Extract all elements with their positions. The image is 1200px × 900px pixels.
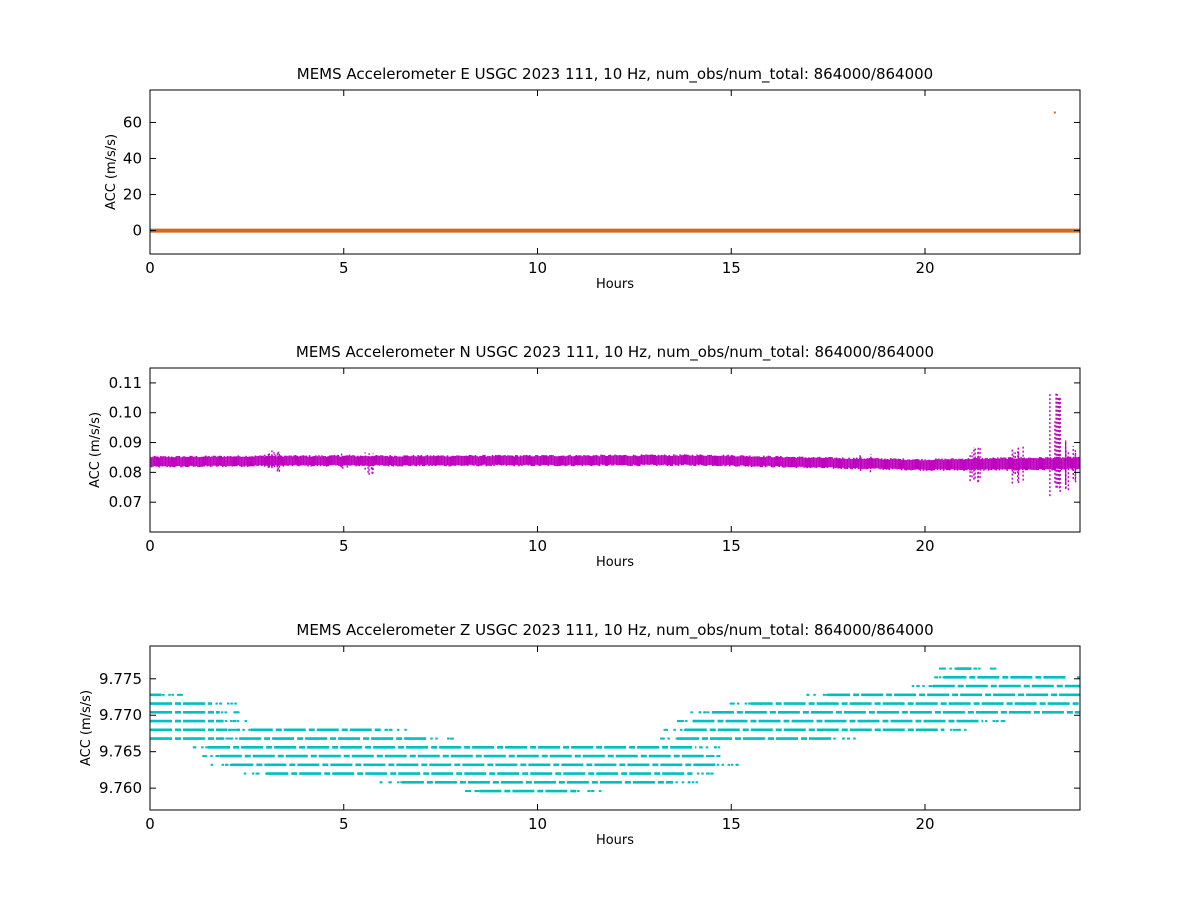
x-tick-label: 10 <box>528 259 547 277</box>
level-band-19 <box>806 693 1080 697</box>
level-band-22 <box>938 667 997 670</box>
x-axis-label: Hours <box>596 833 634 848</box>
plot-area <box>150 667 1080 793</box>
chart-title: MEMS Accelerometer E USGC 2023 111, 10 H… <box>297 65 933 84</box>
level-band-13 <box>464 789 602 793</box>
level-band-20 <box>911 684 1080 688</box>
x-tick-label: 5 <box>339 815 349 833</box>
chart-title: MEMS Accelerometer Z USGC 2023 111, 10 H… <box>296 621 933 640</box>
chart-title: MEMS Accelerometer N USGC 2023 111, 10 H… <box>296 343 934 362</box>
chart-panel-2: 0 5 10 15 20 0.07 0.08 0.09 0.10 0.11 MEMS Acceler… <box>88 343 1081 570</box>
y-tick-label: 20 <box>123 186 142 204</box>
x-tick-label: 5 <box>339 259 349 277</box>
x-tick-label: 0 <box>145 537 155 555</box>
x-tick-label: 5 <box>339 537 349 555</box>
axes-frame <box>149 645 1081 811</box>
spike-cluster-4 <box>859 454 873 473</box>
spike-cluster-6 <box>1011 445 1024 484</box>
data-envelope <box>150 454 1080 471</box>
y-tick-label: 9.760 <box>99 779 142 797</box>
spike-cluster-5 <box>969 445 981 483</box>
level-band-10 <box>228 728 407 732</box>
plot-area <box>150 111 1080 233</box>
level-band-0 <box>150 737 245 740</box>
y-tick-label: 0.10 <box>109 404 142 422</box>
y-tick-label: 0 <box>132 222 142 240</box>
plot-area <box>150 392 1080 497</box>
x-tick-label: 15 <box>722 815 741 833</box>
y-tick-label: 9.765 <box>99 743 142 761</box>
y-tick-label: 40 <box>123 149 142 167</box>
level-band-5 <box>150 693 183 697</box>
y-tick-label: 60 <box>123 113 142 131</box>
x-tick-label: 20 <box>915 537 934 555</box>
x-tick-label: 10 <box>528 815 547 833</box>
level-band-6 <box>192 746 721 749</box>
y-tick-label: 0.11 <box>109 374 142 392</box>
y-axis-label: ACC (m/s/s) <box>88 412 103 488</box>
chart-panel-1: 0 5 10 15 20 0 20 40 60 MEMS Accelerometer E USGC… <box>104 65 1081 292</box>
y-axis-label: ACC (m/s/s) <box>104 134 119 210</box>
x-tick-label: 0 <box>145 259 155 277</box>
spike-cluster-7 <box>1049 392 1061 497</box>
x-axis-label: Hours <box>596 277 634 292</box>
y-tick-label: 0.08 <box>109 463 142 481</box>
outlier-point-0 <box>1053 111 1056 114</box>
y-tick-label: 0.09 <box>109 434 142 452</box>
x-axis-label: Hours <box>596 555 634 570</box>
spike-cluster-1 <box>271 450 281 472</box>
chart-panel-3: 0 5 10 15 20 9.760 9.765 9.770 9.775 MEMS Acceler… <box>79 621 1081 848</box>
x-tick-label: 10 <box>528 537 547 555</box>
x-tick-label: 15 <box>722 259 741 277</box>
level-band-16 <box>676 719 1006 723</box>
level-band-8 <box>210 763 739 767</box>
y-tick-label: 9.775 <box>99 670 142 688</box>
level-band-14 <box>660 737 856 740</box>
level-band-7 <box>202 754 721 758</box>
y-tick-label: 9.770 <box>99 706 142 724</box>
level-band-2 <box>150 719 248 723</box>
x-tick-label: 20 <box>915 259 934 277</box>
spike-cluster-3 <box>364 452 374 475</box>
y-tick-label: 0.07 <box>109 493 142 511</box>
x-tick-label: 20 <box>915 815 934 833</box>
x-tick-label: 0 <box>145 815 155 833</box>
level-band-3 <box>150 711 240 714</box>
x-tick-label: 15 <box>722 537 741 555</box>
level-band-4 <box>150 702 237 705</box>
level-band-11 <box>243 772 714 775</box>
axes-frame <box>149 89 1081 255</box>
level-band-9 <box>215 737 454 740</box>
y-axis-label: ACC (m/s/s) <box>79 690 94 766</box>
axes-frame <box>149 367 1081 533</box>
level-band-12 <box>379 781 699 784</box>
level-band-18 <box>729 702 1080 705</box>
spike-cluster-2 <box>337 452 351 469</box>
level-band-21 <box>934 676 1080 679</box>
spike-cluster-8 <box>1064 440 1077 491</box>
level-band-17 <box>690 711 1080 714</box>
level-band-15 <box>663 728 967 732</box>
